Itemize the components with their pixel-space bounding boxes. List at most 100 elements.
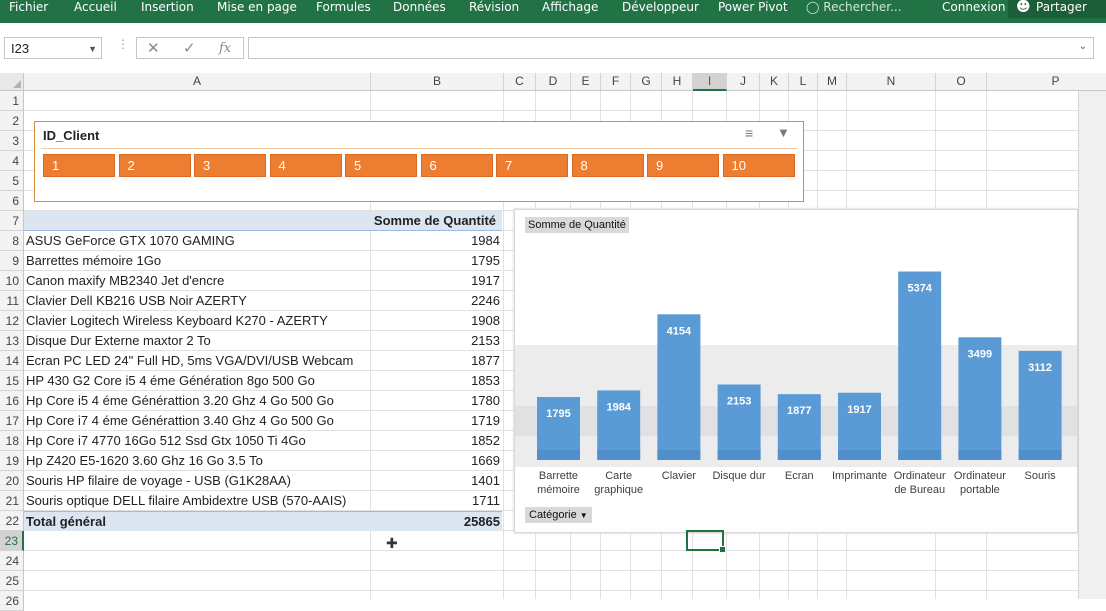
pivot-row[interactable]: Canon maxify MB2340 Jet d'encre 1917 (24, 271, 502, 291)
formula-input[interactable]: ⌄ (248, 37, 1094, 59)
row-header-14[interactable]: 14 (0, 351, 24, 371)
tab-developpeur[interactable]: Développeur (622, 0, 699, 14)
slicer-item-3[interactable]: 3 (194, 154, 266, 177)
check-icon[interactable]: ✓ (183, 40, 196, 57)
column-header-g[interactable]: G (631, 73, 662, 91)
column-header-p[interactable]: P (987, 73, 1106, 91)
slicer-item-10[interactable]: 10 (722, 154, 795, 177)
chart-category-field-button[interactable]: Catégorie ▼ (525, 507, 592, 523)
column-header-a[interactable]: A (24, 73, 371, 91)
chart-bar[interactable] (838, 392, 881, 460)
slicer-item-2[interactable]: 2 (118, 154, 191, 177)
slicer-item-4[interactable]: 4 (269, 154, 342, 177)
row-header-17[interactable]: 17 (0, 411, 24, 431)
tell-me-search[interactable]: ◯ Rechercher... (806, 0, 902, 14)
pivot-row[interactable]: Souris optique DELL filaire Ambidextre U… (24, 491, 502, 511)
row-header-2[interactable]: 2 (0, 111, 24, 131)
pivot-row[interactable]: Clavier Dell KB216 USB Noir AZERTY 2246 (24, 291, 502, 311)
column-header-h[interactable]: H (662, 73, 693, 91)
pivot-row[interactable]: HP 430 G2 Core i5 4 éme Génération 8go 5… (24, 371, 502, 391)
chart-bar[interactable] (1018, 350, 1062, 460)
cross-icon[interactable]: ✕ (147, 40, 160, 57)
row-header-19[interactable]: 19 (0, 451, 24, 471)
tab-mise-en-page[interactable]: Mise en page (217, 0, 297, 14)
column-header-d[interactable]: D (536, 73, 571, 91)
pivot-row[interactable]: Souris HP filaire de voyage - USB (G1K28… (24, 471, 502, 491)
tab-revision[interactable]: Révision (469, 0, 520, 14)
pivot-row[interactable]: Ecran PC LED 24" Full HD, 5ms VGA/DVI/US… (24, 351, 502, 371)
pivot-row[interactable]: Hp Z420 E5-1620 3.60 Ghz 16 Go 3.5 To 166… (24, 451, 502, 471)
row-header-4[interactable]: 4 (0, 151, 24, 171)
row-header-11[interactable]: 11 (0, 291, 24, 311)
tab-formules[interactable]: Formules (316, 0, 371, 14)
chart-bar[interactable] (597, 390, 641, 460)
pivot-row[interactable]: Hp Core i5 4 éme Générattion 3.20 Ghz 4 … (24, 391, 502, 411)
column-header-o[interactable]: O (936, 73, 987, 91)
chart-bar[interactable] (717, 384, 761, 460)
tab-accueil[interactable]: Accueil (74, 0, 117, 14)
share-button[interactable]: ☻ Partager (1008, 0, 1106, 18)
row-header-9[interactable]: 9 (0, 251, 24, 271)
row-header-7[interactable]: 7 (0, 211, 24, 231)
column-header-k[interactable]: K (760, 73, 789, 91)
column-header-m[interactable]: M (818, 73, 847, 91)
column-header-i[interactable]: I (693, 73, 727, 91)
chevron-down-icon[interactable]: ▼ (88, 44, 97, 54)
row-header-5[interactable]: 5 (0, 171, 24, 191)
name-box[interactable]: I23 ▼ (4, 37, 102, 59)
row-header-23[interactable]: 23 (0, 531, 24, 551)
row-header-3[interactable]: 3 (0, 131, 24, 151)
slicer-id-client[interactable]: ID_Client ≡ ▼ 1 2 3 4 5 6 7 8 9 10 (34, 121, 804, 202)
vertical-scrollbar[interactable] (1078, 91, 1106, 599)
row-header-25[interactable]: 25 (0, 571, 24, 591)
row-header-21[interactable]: 21 (0, 491, 24, 511)
pivot-row[interactable]: ASUS GeForce GTX 1070 GAMING 1984 (24, 231, 502, 251)
clear-filter-icon[interactable]: ▼ (777, 125, 790, 140)
pivot-row[interactable]: Barrettes mémoire 1Go 1795 (24, 251, 502, 271)
slicer-item-7[interactable]: 7 (496, 154, 568, 177)
pivot-row[interactable]: Hp Core i7 4 éme Générattion 3.40 Ghz 4 … (24, 411, 502, 431)
row-header-26[interactable]: 26 (0, 591, 24, 611)
pivot-row[interactable]: Disque Dur Externe maxtor 2 To 2153 (24, 331, 502, 351)
pivot-chart[interactable]: 1795 Barrette mémoire 1984 Carte graphique 415… (514, 209, 1078, 533)
slicer-item-5[interactable]: 5 (345, 154, 417, 177)
column-header-e[interactable]: E (571, 73, 601, 91)
pivot-row[interactable]: Hp Core i7 4770 16Go 512 Ssd Gtx 1050 Ti… (24, 431, 502, 451)
row-header-15[interactable]: 15 (0, 371, 24, 391)
row-header-12[interactable]: 12 (0, 311, 24, 331)
select-all-corner[interactable] (0, 73, 24, 91)
chart-bar[interactable] (898, 271, 942, 460)
row-header-16[interactable]: 16 (0, 391, 24, 411)
chart-bar[interactable] (657, 314, 701, 460)
tab-affichage[interactable]: Affichage (542, 0, 599, 14)
fx-icon[interactable]: fx (219, 41, 232, 56)
slicer-item-9[interactable]: 9 (647, 154, 719, 177)
column-header-n[interactable]: N (847, 73, 936, 91)
pivot-grand-total-row[interactable]: Total général 25865 (24, 511, 502, 531)
row-header-18[interactable]: 18 (0, 431, 24, 451)
multi-select-icon[interactable]: ≡ (745, 125, 754, 141)
tab-power-pivot[interactable]: Power Pivot (718, 0, 788, 14)
active-cell-i23[interactable] (686, 530, 726, 553)
row-header-13[interactable]: 13 (0, 331, 24, 351)
row-header-1[interactable]: 1 (0, 91, 24, 111)
pivot-row[interactable]: Clavier Logitech Wireless Keyboard K270 … (24, 311, 502, 331)
chart-bar[interactable] (777, 394, 821, 460)
column-header-f[interactable]: F (601, 73, 631, 91)
column-header-l[interactable]: L (789, 73, 818, 91)
row-header-22[interactable]: 22 (0, 511, 24, 531)
row-header-20[interactable]: 20 (0, 471, 24, 491)
expand-chevron-icon[interactable]: ⌄ (1078, 41, 1087, 52)
slicer-item-6[interactable]: 6 (420, 154, 493, 177)
slicer-item-8[interactable]: 8 (571, 154, 644, 177)
row-header-10[interactable]: 10 (0, 271, 24, 291)
column-header-j[interactable]: J (727, 73, 760, 91)
pivot-header-row[interactable]: Somme de Quantité (24, 211, 502, 231)
tab-fichier[interactable]: Fichier (9, 0, 49, 14)
column-header-c[interactable]: C (504, 73, 536, 91)
tab-insertion[interactable]: Insertion (141, 0, 194, 14)
column-header-b[interactable]: B (371, 73, 504, 91)
chart-value-field-button[interactable]: Somme de Quantité (525, 217, 629, 233)
connexion-link[interactable]: Connexion (942, 0, 1006, 14)
slicer-item-1[interactable]: 1 (43, 154, 115, 177)
